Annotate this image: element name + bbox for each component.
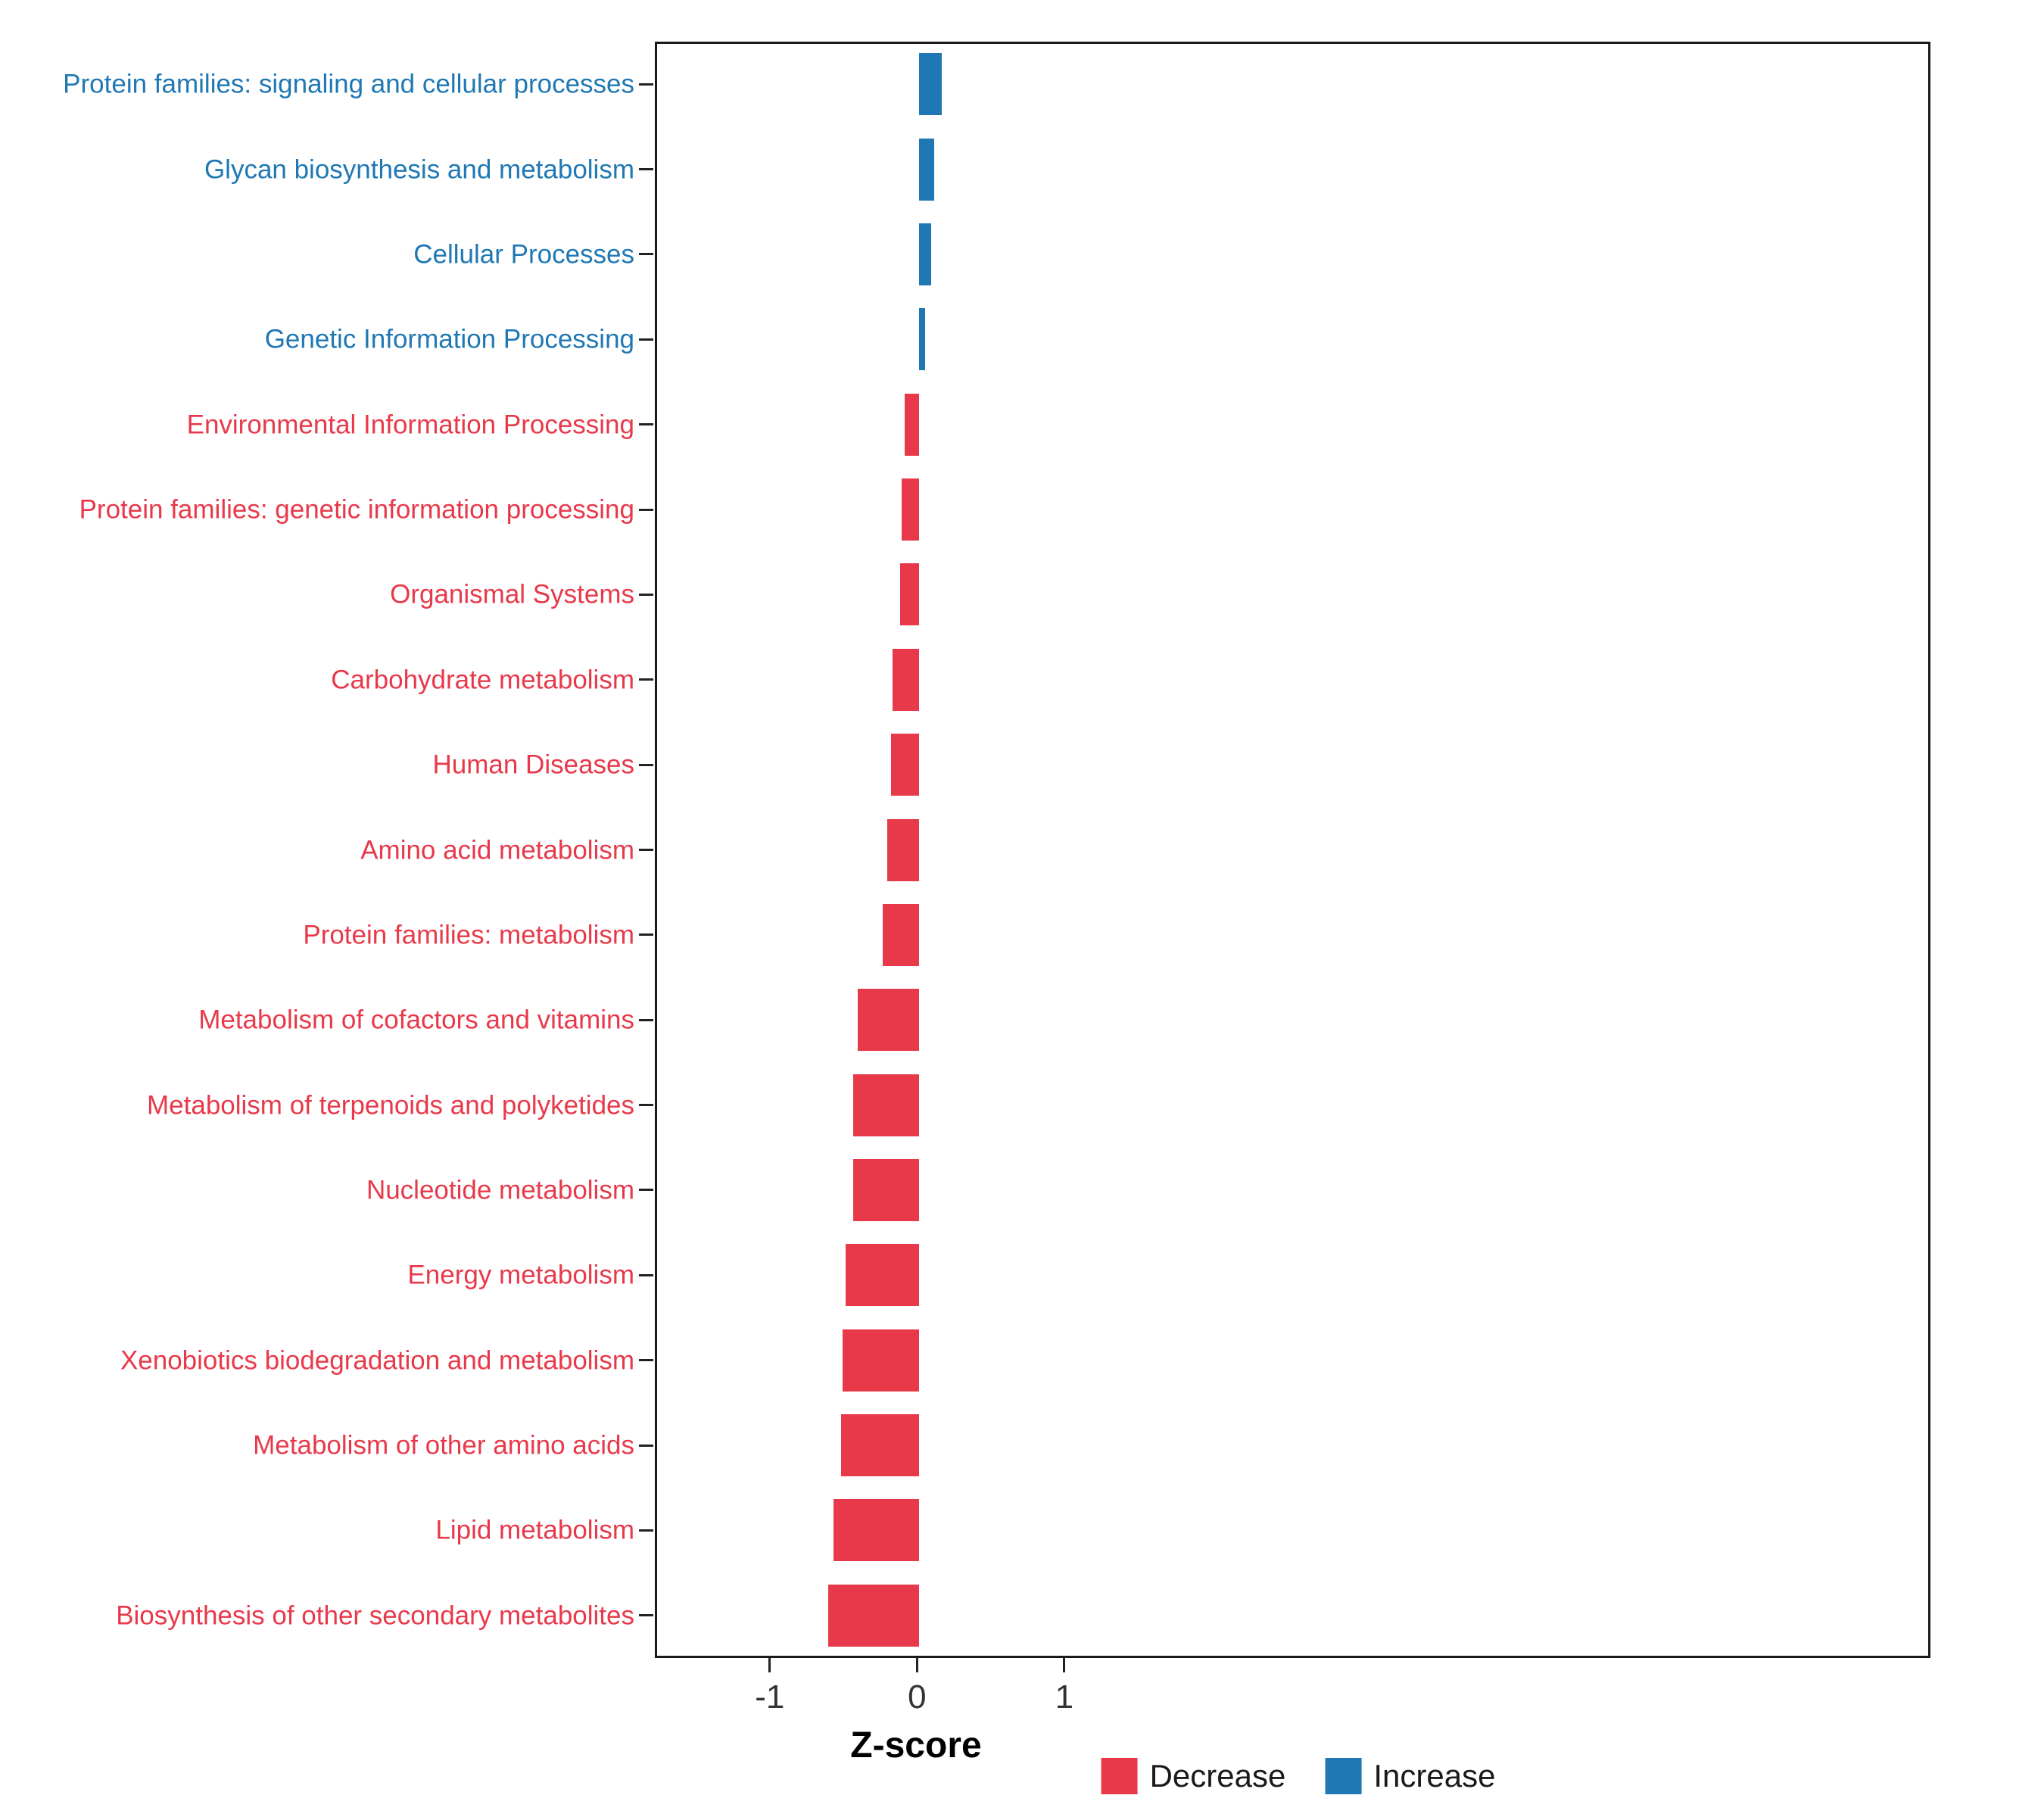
x-axis-title: Z-score bbox=[850, 1725, 982, 1766]
x-axis-tick-label: -1 bbox=[755, 1678, 785, 1716]
bar bbox=[843, 1329, 920, 1392]
y-axis-label: Xenobiotics biodegradation and metabolis… bbox=[120, 1345, 634, 1376]
bar bbox=[833, 1499, 920, 1562]
y-axis-label: Protein families: genetic information pr… bbox=[79, 494, 634, 525]
plot-panel bbox=[655, 42, 1930, 1658]
legend-swatch-increase bbox=[1325, 1758, 1362, 1794]
y-axis-tick bbox=[639, 1104, 653, 1107]
bar bbox=[852, 1074, 920, 1136]
legend-swatch-decrease bbox=[1101, 1758, 1138, 1794]
y-axis-label: Energy metabolism bbox=[407, 1260, 634, 1290]
y-axis-tick bbox=[639, 593, 653, 596]
y-axis-label: Biosynthesis of other secondary metaboli… bbox=[116, 1600, 634, 1631]
y-axis-label: Metabolism of cofactors and vitamins bbox=[198, 1005, 634, 1035]
y-axis-tick bbox=[639, 933, 653, 937]
x-axis-tick bbox=[768, 1658, 771, 1672]
x-axis-tick bbox=[915, 1658, 918, 1672]
bar bbox=[891, 734, 920, 796]
bar bbox=[919, 53, 942, 116]
x-axis-tick bbox=[1063, 1658, 1066, 1672]
y-axis-tick bbox=[639, 1529, 653, 1532]
y-axis-tick bbox=[639, 1444, 653, 1447]
y-axis-tick bbox=[639, 763, 653, 766]
legend-label-decrease: Decrease bbox=[1149, 1758, 1286, 1794]
bar bbox=[852, 1158, 920, 1221]
y-axis-label: Metabolism of other amino acids bbox=[253, 1430, 634, 1460]
y-axis-label: Nucleotide metabolism bbox=[366, 1175, 634, 1205]
y-axis-label: Human Diseases bbox=[432, 750, 635, 780]
bar bbox=[919, 138, 934, 201]
y-axis-label: Environmental Information Processing bbox=[186, 410, 634, 440]
y-axis-tick bbox=[639, 849, 653, 851]
bar bbox=[841, 1414, 920, 1477]
bar bbox=[901, 478, 920, 541]
y-axis-tick bbox=[639, 1359, 653, 1362]
x-axis-tick-label: 0 bbox=[908, 1678, 927, 1716]
y-axis-label: Genetic Information Processing bbox=[264, 324, 634, 354]
bar bbox=[857, 989, 920, 1052]
legend: Decrease Increase bbox=[1101, 1758, 1495, 1794]
y-axis-tick bbox=[639, 508, 653, 511]
bar bbox=[827, 1584, 920, 1647]
y-axis-tick bbox=[639, 168, 653, 171]
bar bbox=[886, 818, 920, 881]
legend-item-decrease: Decrease bbox=[1101, 1758, 1286, 1794]
y-axis-label: Cellular Processes bbox=[413, 239, 634, 270]
y-axis-tick bbox=[639, 83, 653, 86]
y-axis-tick bbox=[639, 423, 653, 426]
bar bbox=[882, 903, 920, 966]
y-axis-tick bbox=[639, 253, 653, 256]
y-axis-tick bbox=[639, 1018, 653, 1021]
y-axis-tick bbox=[639, 1189, 653, 1192]
y-axis-tick bbox=[639, 678, 653, 681]
y-axis-tick bbox=[639, 1614, 653, 1617]
bar bbox=[900, 563, 920, 626]
bar bbox=[904, 393, 920, 456]
legend-item-increase: Increase bbox=[1325, 1758, 1495, 1794]
y-axis-label: Protein families: signaling and cellular… bbox=[63, 69, 634, 99]
legend-label-increase: Increase bbox=[1373, 1758, 1496, 1794]
y-axis-tick bbox=[639, 1273, 653, 1276]
y-axis-label: Organismal Systems bbox=[390, 579, 634, 609]
y-axis-label: Lipid metabolism bbox=[435, 1515, 634, 1545]
y-axis-label: Metabolism of terpenoids and polyketides bbox=[147, 1090, 634, 1120]
y-axis-label: Glycan biosynthesis and metabolism bbox=[204, 154, 634, 185]
y-axis-label: Amino acid metabolism bbox=[360, 835, 634, 865]
x-axis-tick-label: 1 bbox=[1055, 1678, 1074, 1716]
y-axis-label: Carbohydrate metabolism bbox=[331, 665, 634, 695]
y-axis-tick bbox=[639, 338, 653, 341]
y-axis-label: Protein families: metabolism bbox=[303, 920, 634, 950]
bar bbox=[893, 648, 920, 711]
bar bbox=[919, 223, 931, 285]
bar bbox=[846, 1244, 920, 1307]
bar bbox=[919, 308, 926, 371]
